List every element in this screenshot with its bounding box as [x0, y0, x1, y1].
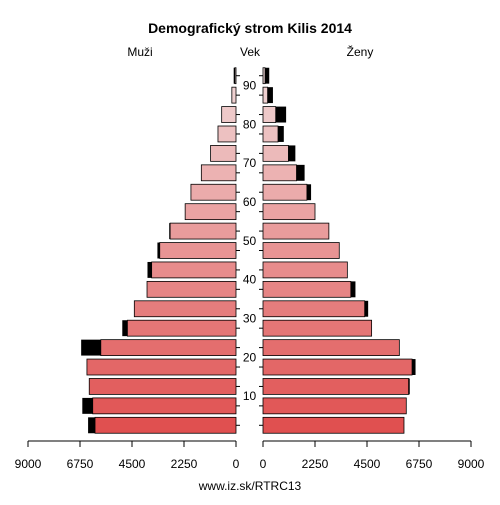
bars-group	[81, 67, 416, 434]
male-bar-80-84	[221, 106, 237, 123]
x-tick-label-right: 2250	[302, 457, 329, 471]
male-bar-30-34	[133, 300, 237, 318]
male-bar-60-64	[190, 183, 237, 201]
male-excess-45-49	[157, 242, 160, 259]
x-tick-label-left: 9000	[15, 457, 42, 471]
age-tick-label: 70	[243, 156, 257, 170]
age-tick-label: 40	[243, 273, 257, 287]
x-tick-label-right: 4500	[354, 457, 381, 471]
female-bar-75-79	[262, 125, 279, 143]
male-excess-25-29	[122, 320, 128, 337]
male-bar-65-69	[200, 164, 237, 182]
male-bar-15-19	[86, 358, 237, 376]
female-bar-40-44	[262, 261, 348, 279]
female-excess-75-79	[278, 126, 284, 142]
axes-group: 10 20 30 40 50 60 70 80 90 9000 6750 4500 2250 0 0 2250…	[15, 75, 485, 471]
age-tick-label: 60	[243, 195, 257, 209]
x-tick-label-left: 6750	[67, 457, 94, 471]
male-bar-0-4	[94, 416, 237, 434]
female-bar-80-84	[262, 106, 277, 123]
male-bar-70-74	[210, 145, 237, 162]
age-tick-label: 10	[243, 389, 257, 403]
male-bar-90-94	[234, 67, 237, 85]
age-tick-label: 50	[243, 234, 257, 248]
female-bar-0-4	[262, 416, 405, 434]
female-excess-90-94	[265, 67, 270, 84]
x-tick-label-left: 2250	[171, 457, 198, 471]
female-bar-60-64	[262, 183, 308, 201]
male-bar-20-24	[100, 339, 237, 356]
female-bar-25-29	[262, 319, 373, 337]
male-bar-75-79	[217, 125, 237, 143]
female-bar-35-39	[262, 280, 352, 298]
x-tick-label-right: 9000	[458, 457, 485, 471]
age-tick-label: 80	[243, 117, 257, 131]
x-tick-label-left: 0	[233, 457, 240, 471]
x-tick-label-right: 6750	[406, 457, 433, 471]
male-bar-50-54	[169, 222, 237, 240]
male-bar-45-49	[159, 242, 237, 259]
center-axis-label: Vek	[240, 45, 261, 59]
female-excess-10-14	[408, 378, 410, 395]
right-series-label: Ženy	[347, 44, 374, 59]
left-series-label: Muži	[127, 45, 152, 59]
female-excess-15-19	[412, 359, 416, 375]
female-bar-85-89	[262, 86, 269, 104]
male-bar-55-59	[184, 203, 237, 221]
female-excess-80-84	[275, 106, 287, 123]
female-bar-5-9	[262, 397, 407, 415]
age-tick-label: 90	[243, 78, 257, 92]
female-bar-20-24	[262, 339, 400, 356]
female-excess-60-64	[306, 184, 312, 201]
female-excess-30-34	[364, 300, 369, 317]
male-excess-5-9	[82, 397, 93, 414]
female-excess-85-89	[267, 87, 273, 104]
female-bar-45-49	[262, 242, 340, 259]
female-excess-70-74	[288, 145, 296, 162]
chart-title: Demografický strom Kilis 2014	[148, 20, 352, 36]
x-tick-label-right: 0	[260, 457, 267, 471]
female-bar-55-59	[262, 203, 316, 221]
female-bar-50-54	[262, 222, 330, 240]
female-bar-70-74	[262, 145, 289, 162]
female-bar-10-14	[262, 378, 410, 395]
age-tick-label: 20	[243, 350, 257, 364]
male-excess-20-24	[81, 339, 101, 356]
female-bar-30-34	[262, 300, 366, 318]
female-bar-90-94	[262, 67, 266, 85]
footer-source: www.iz.sk/RTRC13	[198, 479, 302, 493]
x-tick-label-left: 4500	[119, 457, 146, 471]
male-excess-40-44	[147, 261, 152, 278]
male-excess-0-4	[88, 417, 96, 434]
male-bar-85-89	[231, 86, 237, 104]
female-excess-35-39	[350, 281, 356, 298]
female-excess-65-69	[296, 164, 305, 181]
male-excess-50-54	[169, 223, 171, 240]
female-bar-15-19	[262, 358, 413, 376]
male-bar-25-29	[126, 319, 237, 337]
age-tick-label: 30	[243, 311, 257, 325]
female-bar-65-69	[262, 164, 297, 182]
male-bar-10-14	[88, 378, 237, 395]
male-bar-5-9	[92, 397, 237, 415]
male-bar-35-39	[146, 280, 237, 298]
male-bar-40-44	[151, 261, 237, 279]
male-excess-90-94	[233, 67, 235, 84]
